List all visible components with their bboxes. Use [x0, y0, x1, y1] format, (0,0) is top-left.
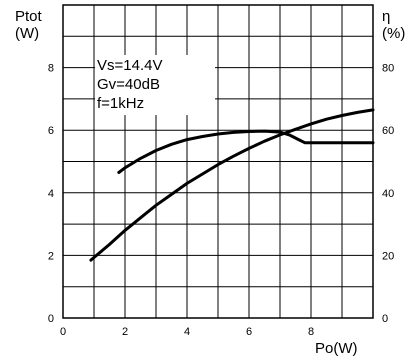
grid-lines	[63, 5, 373, 318]
left-y-tick-label: 2	[48, 250, 54, 262]
right-y-tick-label: 40	[382, 188, 394, 200]
series-line-power-dissipation	[89, 108, 375, 262]
right-y-tick-label: 0	[382, 313, 388, 325]
annotation-line-frequency: f=1kHz	[97, 95, 145, 112]
left-y-tick-label: 6	[48, 125, 54, 137]
right-axis-title-line-2: (%)	[382, 25, 406, 42]
plot-frame	[62, 4, 374, 319]
annotation-line-gain: Gv=40dB	[97, 76, 160, 93]
right-axis-title-line-1: η	[382, 8, 391, 25]
x-tick-label: 8	[308, 326, 314, 338]
left-axis-title: Ptot (W)	[15, 8, 42, 42]
x-tick-label: 6	[246, 326, 252, 338]
left-y-tick-label: 0	[48, 313, 54, 325]
annotation-line-supply: Vs=14.4V	[97, 57, 163, 74]
test-conditions-annotation: Vs=14.4V Gv=40dB f=1kHz	[95, 55, 215, 115]
left-axis-title-line-1: Ptot	[15, 8, 42, 25]
left-y-tick-label: 8	[48, 63, 54, 75]
x-tick-label: 2	[122, 326, 128, 338]
right-y-tick-label: 20	[382, 250, 394, 262]
right-axis-title: η (%)	[382, 8, 405, 42]
series-lines	[89, 108, 375, 262]
x-tick-label: 4	[184, 326, 190, 338]
x-tick-label: 0	[60, 326, 66, 338]
series-line-efficiency	[117, 129, 375, 174]
left-axis-title-line-2: (W)	[15, 25, 40, 42]
x-axis-title: Po(W)	[315, 340, 358, 357]
right-y-tick-label: 60	[382, 125, 394, 137]
left-y-tick-label: 4	[48, 188, 54, 200]
right-y-tick-label: 80	[382, 63, 394, 75]
